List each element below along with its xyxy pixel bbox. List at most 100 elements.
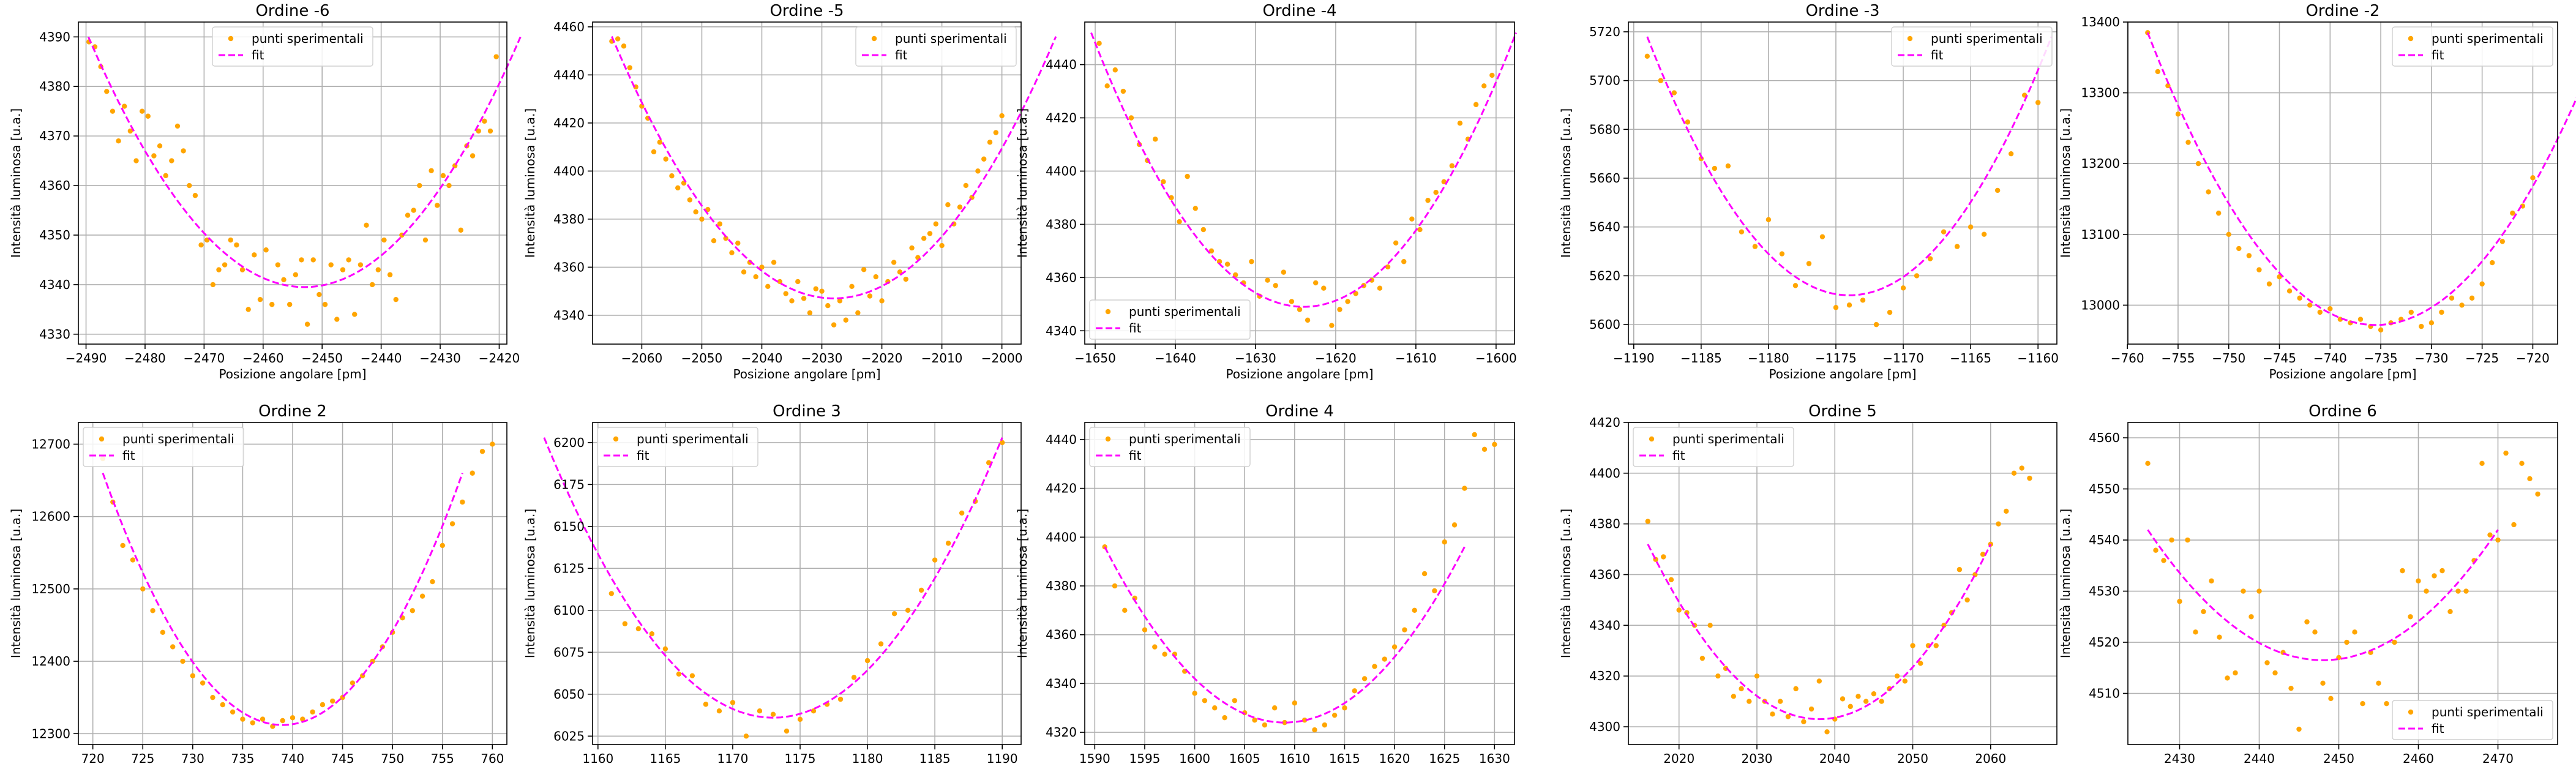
data-point — [1321, 285, 1327, 291]
x-tick-label: 1170 — [717, 751, 748, 766]
data-point — [1153, 137, 1158, 142]
data-points — [608, 440, 1005, 739]
data-point — [837, 298, 843, 304]
data-point — [2490, 260, 2495, 266]
data-point — [411, 208, 416, 213]
grid — [1085, 22, 1515, 344]
data-point — [903, 276, 908, 282]
chart-panel-6: 720 725 730 735 740 745 750 755 760 12300 12400 125… — [9, 402, 507, 769]
x-tick-label: 1175 — [785, 751, 816, 766]
data-point — [693, 209, 698, 215]
data-point — [932, 557, 938, 563]
data-point — [1785, 714, 1791, 719]
x-tick-label: −1650 — [1074, 351, 1116, 366]
x-tick-label: −2490 — [66, 351, 107, 366]
data-point — [2153, 547, 2159, 553]
grid — [1628, 22, 2057, 344]
x-ticks: 1160 1165 1170 1175 1180 1185 1190 — [582, 745, 1018, 766]
data-point — [837, 696, 844, 702]
data-point — [375, 267, 381, 272]
data-point — [986, 460, 992, 465]
data-point — [150, 608, 155, 613]
y-tick-label: 6100 — [553, 603, 585, 618]
data-point — [1644, 53, 1650, 59]
data-point — [957, 204, 963, 210]
data-point — [2463, 588, 2469, 594]
legend-label-points: punti sperimentali — [252, 31, 364, 46]
y-tick-label: 6050 — [553, 687, 585, 702]
data-point — [2264, 660, 2270, 666]
data-point — [1473, 102, 1479, 107]
data-point — [1980, 552, 1986, 557]
data-point — [1305, 317, 1311, 323]
y-tick-label: 4420 — [1589, 415, 1620, 430]
data-point — [2479, 460, 2485, 466]
legend-label-fit: fit — [637, 448, 650, 463]
data-point — [1233, 272, 1238, 278]
data-point — [410, 608, 416, 613]
data-point — [622, 621, 628, 626]
data-point — [1661, 554, 1666, 560]
legend-label-fit: fit — [1672, 448, 1685, 463]
data-point — [2408, 309, 2414, 315]
data-point — [1177, 219, 1182, 225]
y-axis-label: Intensità luminosa [u.a.] — [523, 108, 537, 258]
data-point — [771, 260, 777, 265]
y-ticks: 12300 12400 12500 12600 12700 — [31, 437, 78, 741]
data-point — [1707, 623, 1713, 628]
data-point — [151, 153, 157, 159]
data-point — [1927, 256, 1933, 261]
data-point — [921, 236, 927, 241]
data-point — [290, 715, 296, 721]
data-point — [1202, 698, 1208, 703]
chart-title: Ordine -3 — [1805, 2, 1879, 20]
data-point — [735, 240, 741, 246]
data-point — [2169, 537, 2174, 543]
grid — [78, 422, 507, 745]
data-point — [405, 212, 411, 218]
data-point — [2256, 267, 2262, 272]
chart-title: Ordine 6 — [2308, 402, 2377, 421]
data-point — [1224, 261, 1230, 267]
data-point — [1996, 521, 2001, 527]
chart-title: Ordine 4 — [1265, 402, 1334, 421]
data-point — [2226, 231, 2231, 238]
x-tick-label: 750 — [381, 751, 404, 766]
data-point — [328, 262, 334, 268]
x-tick-label: 755 — [431, 751, 454, 766]
data-point — [1879, 699, 1884, 704]
data-point — [1385, 264, 1391, 270]
axes-frame — [592, 422, 1022, 745]
data-point — [1910, 643, 1915, 648]
data-point — [1401, 259, 1407, 264]
x-tick-label: −1185 — [1680, 351, 1722, 366]
data-point — [1421, 571, 1428, 577]
data-point — [807, 310, 813, 316]
data-point — [387, 272, 393, 277]
data-point — [2195, 161, 2201, 167]
data-point — [2206, 189, 2211, 195]
data-point — [300, 716, 305, 722]
legend-label-points: punti sperimentali — [637, 432, 749, 446]
legend: punti sperimentali fit — [855, 26, 1017, 67]
data-point — [1819, 234, 1825, 239]
data-point — [905, 607, 911, 613]
data-point — [825, 302, 831, 309]
y-tick-label: 4360 — [553, 260, 585, 274]
y-tick-label: 4380 — [553, 212, 585, 227]
data-point — [2432, 573, 2437, 579]
data-point — [1676, 607, 1682, 613]
data-point — [1353, 291, 1358, 296]
x-tick-label: 2030 — [1742, 751, 1773, 766]
y-axis-label: Intensità luminosa [u.a.] — [523, 509, 537, 658]
data-point — [170, 644, 176, 650]
x-tick-label: 1590 — [1079, 751, 1110, 766]
data-point — [1725, 163, 1731, 169]
x-tick-label: −1630 — [1235, 351, 1276, 366]
x-tick-label: −2480 — [124, 351, 166, 366]
data-point — [2155, 69, 2161, 75]
data-point — [160, 629, 166, 635]
data-point — [939, 242, 945, 249]
grid — [2128, 422, 2558, 745]
x-tick-label: 2430 — [2164, 751, 2195, 766]
